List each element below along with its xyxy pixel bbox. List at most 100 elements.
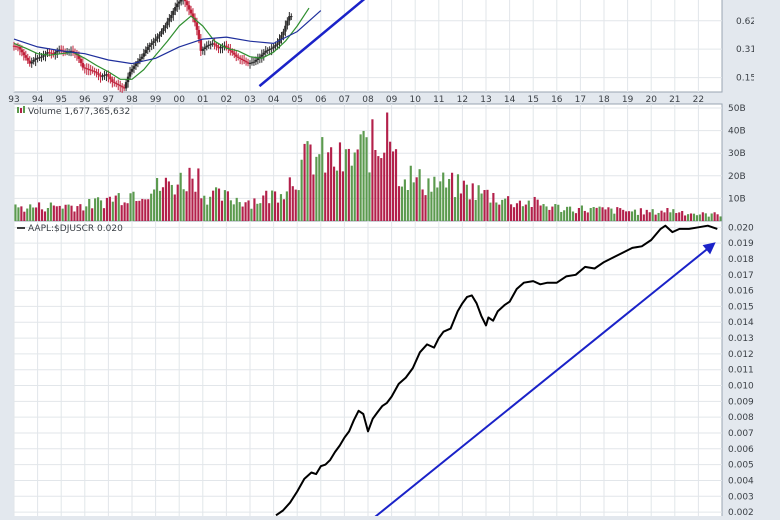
volume-bar [309, 144, 312, 221]
candle-body [152, 41, 155, 43]
volume-bar [327, 152, 330, 221]
candle-body [211, 43, 214, 45]
candle-body [138, 58, 142, 62]
volume-bar [601, 207, 604, 221]
volume-bar [91, 208, 94, 221]
volume-bar [55, 206, 58, 221]
volume-bar [498, 204, 501, 221]
candle-body [87, 68, 90, 70]
candle-body [215, 44, 218, 47]
candle-body [140, 56, 144, 59]
candle-body [52, 53, 55, 55]
candle-body [197, 29, 201, 40]
y-tick-label: 20B [728, 172, 746, 182]
candle-body [32, 60, 35, 62]
candle-body [225, 45, 228, 48]
volume-bar [501, 199, 504, 221]
candle-body [36, 57, 39, 59]
volume-bar [551, 206, 554, 221]
volume-bar [389, 141, 392, 221]
candle-body [12, 45, 16, 47]
volume-bar [344, 149, 347, 221]
volume-bar [698, 214, 701, 221]
y-tick-label: 10B [728, 194, 746, 204]
volume-bar [613, 213, 616, 221]
volume-bar [616, 207, 619, 221]
candle-body [260, 54, 263, 57]
volume-bar [710, 213, 713, 221]
candle-body [50, 52, 53, 54]
y-tick-label: 0.005 [728, 461, 754, 471]
volume-bar [102, 208, 106, 221]
volume-bar [515, 203, 519, 221]
volume-bar [288, 177, 291, 221]
x-tick-label: 03 [244, 95, 255, 105]
volume-bar [153, 189, 156, 221]
volume-bar [701, 212, 704, 221]
candle-body [205, 45, 208, 48]
volume-bar [495, 202, 498, 221]
candle-body [162, 28, 165, 32]
candle-body [146, 46, 149, 50]
ratio-trend-arrowhead [702, 242, 716, 255]
candle-body [264, 50, 267, 53]
candle-body [237, 56, 240, 58]
volume-bar [657, 212, 660, 221]
volume-bar [262, 195, 265, 221]
volume-bar [26, 208, 29, 221]
volume-bar [663, 212, 666, 221]
candle-body [16, 46, 20, 48]
candle-body [144, 49, 147, 54]
volume-bar [40, 209, 44, 221]
volume-bar [471, 183, 474, 221]
volume-bar [247, 200, 250, 221]
volume-legend-icon [23, 106, 25, 113]
volume-bar [73, 211, 76, 221]
candle-body [164, 25, 167, 29]
volume-bar [566, 206, 569, 221]
volume-bar [433, 176, 436, 221]
candle-body [20, 49, 24, 53]
volume-bar [32, 207, 35, 221]
volume-bar [76, 206, 79, 221]
candle-body [60, 49, 63, 51]
candle-body [24, 55, 27, 58]
candle-body [85, 68, 88, 70]
candle-body [166, 21, 169, 26]
volume-bar [527, 200, 530, 221]
x-tick-label: 04 [268, 95, 280, 105]
volume-bar [126, 203, 129, 221]
candle-body [229, 49, 232, 51]
volume-bar [135, 201, 138, 221]
x-tick-label: 16 [551, 95, 563, 105]
volume-bar [212, 190, 215, 221]
candle-body [288, 16, 291, 21]
volume-bar [622, 209, 625, 221]
volume-bar [161, 187, 165, 221]
volume-bar [536, 199, 539, 221]
candle-body [201, 49, 204, 51]
candle-body [56, 50, 59, 53]
x-tick-label: 15 [527, 95, 538, 105]
volume-bar [507, 196, 510, 221]
volume-bar [672, 209, 675, 221]
volume-legend-label: Volume 1,677,365,632 [28, 107, 130, 117]
volume-bar [330, 147, 333, 221]
volume-bar [642, 214, 645, 221]
volume-bar [350, 165, 353, 221]
candle-body [103, 74, 106, 76]
volume-bar [577, 207, 580, 221]
volume-bar [524, 204, 527, 221]
y-tick-label: 0.003 [728, 492, 754, 502]
volume-bar [29, 204, 32, 221]
candle-body [195, 22, 199, 30]
volume-bar [465, 184, 468, 221]
volume-bar [574, 213, 578, 221]
volume-bar [259, 203, 262, 221]
candle-body [274, 44, 277, 47]
volume-bar [689, 213, 693, 221]
volume-bar [453, 197, 457, 221]
volume-bar [371, 119, 374, 221]
candle-body [28, 60, 31, 64]
candle-body [256, 58, 260, 61]
